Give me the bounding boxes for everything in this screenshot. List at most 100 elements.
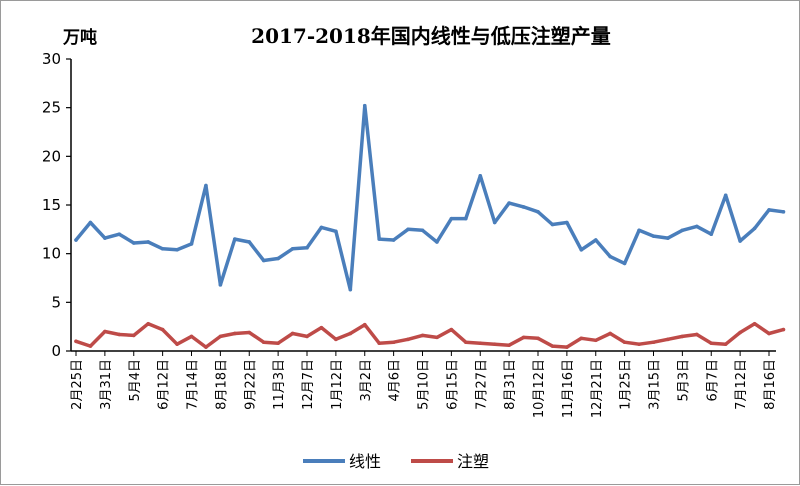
data-point (160, 247, 165, 251)
data-point (709, 232, 714, 236)
data-point (435, 240, 439, 244)
data-point (276, 341, 280, 346)
data-point (752, 321, 757, 326)
x-tick-label: 3月15日 (648, 359, 663, 410)
data-point (622, 340, 627, 345)
legend-label-0: 线性 (349, 452, 381, 471)
y-tick-label: 20 (42, 147, 61, 165)
data-point (74, 339, 78, 344)
x-tick-label: 7月12日 (734, 359, 749, 410)
data-point (377, 341, 381, 346)
data-point (189, 334, 194, 339)
data-point (550, 344, 555, 348)
x-tick-label: 9月22日 (243, 359, 258, 410)
data-point (160, 327, 165, 332)
data-point (709, 341, 714, 346)
data-point (218, 283, 223, 287)
data-point (695, 332, 699, 337)
data-point (334, 337, 338, 342)
data-point (579, 336, 584, 341)
data-point (88, 344, 93, 348)
data-point (247, 330, 252, 335)
data-point (290, 331, 295, 336)
data-point (593, 338, 598, 343)
data-point (175, 247, 179, 252)
data-point (204, 345, 208, 349)
y-tick-label: 0 (51, 342, 61, 360)
data-point (478, 341, 483, 346)
data-point (651, 340, 656, 345)
data-point (305, 334, 309, 339)
data-point (103, 329, 107, 334)
series-lines (74, 103, 786, 349)
data-point (261, 340, 266, 345)
data-point (420, 228, 425, 233)
data-point (536, 210, 540, 214)
x-tick-label: 12月7日 (301, 359, 316, 410)
data-point (377, 237, 381, 241)
x-tick-label: 8月31日 (503, 359, 518, 410)
x-tick-label: 7月14日 (186, 359, 201, 410)
y-tick-label: 5 (51, 293, 61, 311)
data-point (131, 333, 136, 338)
data-point (362, 322, 367, 327)
data-point (695, 224, 699, 229)
data-point (117, 232, 122, 236)
data-point (651, 234, 656, 238)
data-point (622, 261, 627, 266)
data-point (680, 228, 685, 233)
data-point (146, 240, 150, 244)
data-point (666, 337, 670, 342)
data-point (131, 241, 136, 245)
x-tick-label: 5月4日 (128, 359, 143, 402)
data-point (391, 238, 396, 242)
data-point (334, 229, 338, 234)
legend: 线性 注塑 (303, 452, 489, 471)
data-point (550, 222, 555, 227)
data-point (767, 208, 771, 212)
data-point (319, 325, 324, 330)
data-point (247, 240, 252, 244)
y-tick-label: 15 (42, 196, 61, 214)
data-point (492, 220, 497, 225)
data-point (507, 201, 511, 205)
x-ticks: 2月25日 3月31日 5月4日 6月12日 7月14日 8月18日 9月22日 11月3日 1… (70, 351, 778, 418)
x-tick-label: 7月27日 (474, 359, 489, 410)
data-point (348, 331, 353, 336)
x-tick-label: 5月10日 (417, 359, 432, 410)
data-point (88, 220, 93, 225)
data-point (233, 331, 237, 336)
y-tick-label: 25 (42, 99, 61, 117)
series-line-0 (74, 103, 786, 292)
data-point (565, 345, 569, 349)
data-point (738, 330, 742, 335)
data-point (449, 327, 454, 332)
y-ticks: 0 5 10 15 20 25 30 (42, 50, 71, 360)
data-point (391, 340, 396, 345)
x-tick-label: 12月21日 (590, 359, 605, 418)
data-point (608, 254, 612, 259)
data-point (449, 216, 454, 221)
data-point (478, 174, 483, 178)
data-point (362, 103, 367, 108)
x-tick-label: 3月31日 (99, 359, 114, 410)
data-point (521, 205, 526, 209)
data-point (492, 342, 497, 346)
data-point (290, 247, 295, 251)
data-point (738, 239, 742, 243)
x-tick-label: 4月6日 (388, 359, 403, 402)
data-point (608, 331, 612, 336)
data-point (593, 238, 598, 242)
data-point (204, 183, 208, 188)
data-point (233, 237, 237, 241)
unit-label: 万吨 (62, 27, 97, 48)
data-point (189, 242, 194, 246)
chart-title: 2017-2018年国内线性与低压注塑产量 (251, 24, 611, 48)
data-point (406, 227, 410, 232)
x-tick-label: 6月15日 (445, 359, 460, 410)
y-tick-label: 10 (42, 245, 61, 263)
x-tick-label: 6月7日 (705, 359, 720, 402)
data-point (521, 335, 526, 340)
